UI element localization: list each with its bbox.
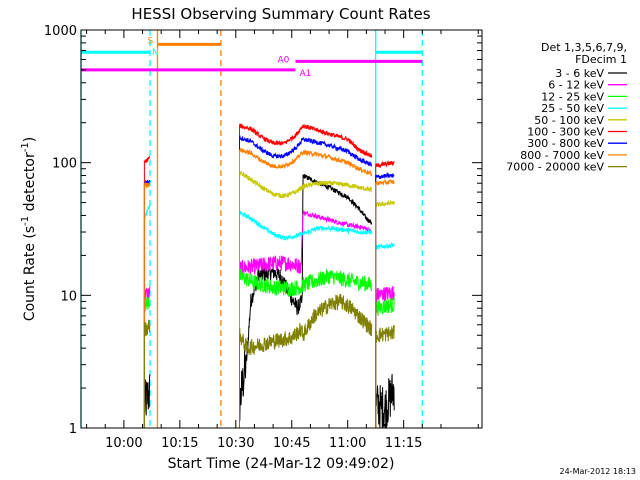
- series-5: [143, 123, 395, 428]
- y-axis-label-sup2: -1: [20, 142, 31, 152]
- series-line: [375, 325, 395, 428]
- x-tick-label: 11:15: [385, 436, 422, 451]
- series-line: [239, 173, 373, 428]
- series-line: [239, 210, 373, 428]
- flag-label-a0: A0: [277, 55, 289, 65]
- y-tick-label: 1: [69, 422, 77, 437]
- legend-entry-label: 50 - 100 keV: [534, 114, 604, 127]
- legend-header: FDecim 1: [575, 53, 627, 66]
- series-line: [375, 200, 395, 428]
- timestamp: 24-Mar-2012 18:13: [560, 467, 637, 476]
- series-0: [143, 173, 395, 429]
- y-axis-label: Count Rate (s-1 detector-1): [20, 137, 38, 321]
- legend-entry-label: 800 - 7000 keV: [520, 149, 604, 162]
- series-line: [143, 182, 151, 428]
- legend-entry-label: 6 - 12 keV: [548, 79, 604, 92]
- series-line: [143, 374, 151, 428]
- x-tick-label: 10:45: [273, 436, 310, 451]
- flag-label-s: S: [147, 36, 153, 46]
- flag-label-n: N: [152, 48, 159, 58]
- chart-title: HESSI Observing Summary Count Rates: [131, 5, 430, 23]
- series-7: [143, 148, 395, 428]
- y-tick-label: 100: [52, 157, 77, 172]
- plot-frame: [80, 29, 483, 429]
- series-line: [239, 123, 373, 428]
- y-axis-label-mid: detector: [22, 152, 38, 216]
- legend-entry-label: 12 - 25 keV: [541, 90, 604, 103]
- axis-ticks: 10:00 10:15 10:30 10:45 11:00 11:15 1 10 100 1000: [44, 24, 482, 451]
- series-line: [375, 373, 395, 429]
- series-line: [239, 170, 373, 428]
- plot-area: SN A0 A1: [80, 30, 423, 429]
- series-line: [375, 159, 395, 428]
- legend-entry-label: 25 - 50 keV: [541, 102, 604, 115]
- y-tick-label: 10: [60, 289, 77, 304]
- series-line: [239, 268, 373, 428]
- x-tick-label: 10:15: [161, 436, 198, 451]
- y-tick-label: 1000: [44, 24, 77, 39]
- x-tick-label: 11:00: [329, 436, 366, 451]
- legend-header: Det 1,3,5,6,7,9,: [541, 41, 627, 54]
- x-tick-label: 10:30: [217, 436, 254, 451]
- series-line: [239, 209, 373, 428]
- series-line: [143, 155, 150, 428]
- series-line: [143, 319, 151, 428]
- series-line: [375, 241, 395, 428]
- legend-entry-label: 7000 - 20000 keV: [506, 161, 604, 174]
- series-1: [143, 209, 395, 428]
- series-2: [143, 268, 395, 428]
- flag-label-a1: A1: [299, 69, 311, 79]
- series-line: [239, 293, 373, 428]
- series-line: [375, 297, 395, 428]
- legend-entry-label: 100 - 300 keV: [527, 126, 604, 139]
- series-line: [239, 135, 373, 428]
- series-line: [239, 148, 373, 428]
- legend-entry-label: 3 - 6 keV: [555, 67, 604, 80]
- series-4: [143, 170, 395, 428]
- x-axis-label: Start Time (24-Mar-12 09:49:02): [168, 456, 395, 472]
- series-8: [143, 293, 395, 428]
- y-axis-label-sup1: -1: [20, 216, 31, 226]
- y-axis-label-main: Count Rate (s: [22, 226, 38, 321]
- series-line: [375, 172, 395, 428]
- y-axis-label-end: ): [22, 137, 38, 142]
- series-line: [375, 179, 395, 428]
- x-tick-label: 10:00: [105, 436, 142, 451]
- legend-entry-label: 300 - 800 keV: [527, 137, 604, 150]
